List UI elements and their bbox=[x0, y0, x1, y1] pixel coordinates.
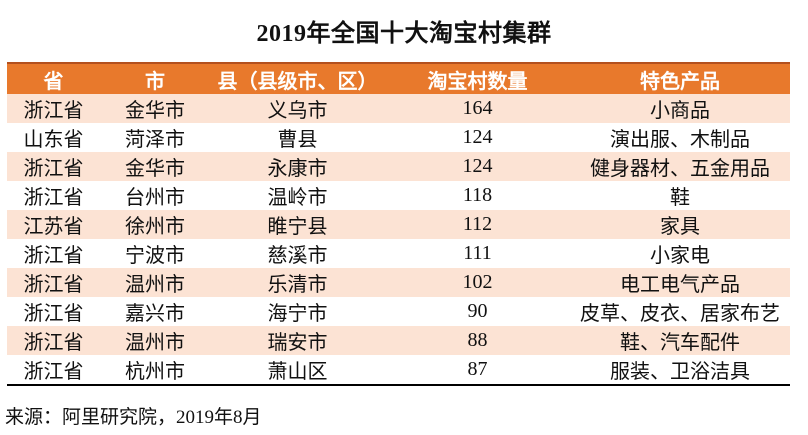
table-row: 江苏省 徐州市 睢宁县 112 家具 bbox=[7, 210, 790, 239]
table-cell: 浙江省 bbox=[23, 274, 84, 296]
table-row: 浙江省 金华市 永康市 124 健身器材、五金用品 bbox=[7, 152, 790, 181]
table-cell: 服装、卫浴洁具 bbox=[570, 355, 790, 386]
table-cell: 小商品 bbox=[650, 100, 710, 122]
table-cell: 睢宁县 bbox=[267, 216, 328, 238]
column-header-province: 省 bbox=[7, 62, 100, 94]
column-header-featured-products: 特色产品 bbox=[570, 62, 790, 94]
table-cell: 88 bbox=[467, 329, 488, 351]
table-cell: 浙江省 bbox=[23, 100, 84, 122]
table-cell: 瑞安市 bbox=[267, 332, 328, 354]
table-cell: 鞋、汽车配件 bbox=[620, 332, 740, 354]
table-row: 浙江省 杭州市 萧山区 87 服装、卫浴洁具 bbox=[7, 355, 790, 386]
table-cell: 浙江省 bbox=[7, 355, 100, 386]
page: 2019年全国十大淘宝村集群 省 市 县（县级市、区） 淘宝村数量 特色产品 浙… bbox=[0, 19, 808, 435]
table-cell: 164 bbox=[462, 97, 493, 119]
table-cell: 演出服、木制品 bbox=[610, 129, 750, 151]
table-cell: 温州市 bbox=[125, 274, 185, 296]
table-cell: 嘉兴市 bbox=[125, 303, 185, 325]
table-cell: 永康市 bbox=[267, 158, 328, 180]
table-row: 浙江省 宁波市 慈溪市 111 小家电 bbox=[7, 239, 790, 268]
column-header-county: 县（县级市、区） bbox=[210, 62, 385, 94]
table-cell: 金华市 bbox=[125, 100, 185, 122]
table-cell: 杭州市 bbox=[100, 355, 210, 386]
table-cell: 皮草、皮衣、居家布艺 bbox=[580, 303, 780, 325]
source-note: 来源：阿里研究院，2019年8月 bbox=[5, 407, 262, 428]
table-body: 浙江省 金华市 义乌市 164 小商品 山东省 菏泽市 曹县 124 演出服、木制品 浙江省 金华市永… bbox=[7, 94, 790, 386]
table-cell: 台州市 bbox=[125, 187, 185, 209]
table-cell: 徐州市 bbox=[125, 216, 185, 238]
table-cell: 家具 bbox=[660, 216, 700, 238]
table-row: 浙江省 温州市 瑞安市 88 鞋、汽车配件 bbox=[7, 326, 790, 355]
table-row: 浙江省 台州市 温岭市 118 鞋 bbox=[7, 181, 790, 210]
column-header-city: 市 bbox=[100, 62, 210, 94]
table-cell: 小家电 bbox=[650, 245, 710, 267]
page-title: 2019年全国十大淘宝村集群 bbox=[256, 21, 552, 47]
table-cell: 浙江省 bbox=[23, 245, 84, 267]
table-header: 省 市 县（县级市、区） 淘宝村数量 特色产品 bbox=[7, 62, 790, 94]
table-row: 山东省 菏泽市 曹县 124 演出服、木制品 bbox=[7, 123, 790, 152]
table-header-row: 省 市 县（县级市、区） 淘宝村数量 特色产品 bbox=[7, 62, 790, 94]
table-cell: 浙江省 bbox=[23, 303, 84, 325]
table-cell: 健身器材、五金用品 bbox=[590, 158, 770, 180]
table-row: 浙江省 金华市 义乌市 164 小商品 bbox=[7, 94, 790, 123]
table-cell: 曹县 bbox=[277, 129, 318, 151]
table-cell: 电工电气产品 bbox=[620, 274, 740, 296]
table-cell: 乐清市 bbox=[267, 274, 328, 296]
table-cell: 金华市 bbox=[125, 158, 185, 180]
table-cell: 鞋 bbox=[670, 187, 690, 209]
table-cell: 江苏省 bbox=[23, 216, 84, 238]
column-header-village-count: 淘宝村数量 bbox=[385, 62, 570, 94]
table-cell: 慈溪市 bbox=[267, 245, 328, 267]
table-cell: 111 bbox=[463, 242, 492, 264]
table-cell: 浙江省 bbox=[23, 158, 84, 180]
table-cell: 112 bbox=[462, 213, 493, 235]
table-cell: 海宁市 bbox=[267, 303, 328, 325]
table-row: 浙江省 嘉兴市 海宁市 90 皮草、皮衣、居家布艺 bbox=[7, 297, 790, 326]
table-cell: 萧山区 bbox=[210, 355, 385, 386]
table-cell: 义乌市 bbox=[267, 100, 328, 122]
table-cell: 浙江省 bbox=[23, 187, 84, 209]
table-cell: 118 bbox=[462, 184, 493, 206]
table-row: 浙江省 温州市 乐清市 102 电工电气产品 bbox=[7, 268, 790, 297]
table-cell: 90 bbox=[467, 300, 488, 322]
table-cell: 124 bbox=[462, 155, 493, 177]
taobao-village-table: 省 市 县（县级市、区） 淘宝村数量 特色产品 浙江省 金华市 义乌市 164 小商品山… bbox=[7, 62, 790, 386]
table-cell: 87 bbox=[385, 355, 570, 386]
table-cell: 宁波市 bbox=[125, 245, 185, 267]
table-cell: 菏泽市 bbox=[125, 129, 185, 151]
table-cell: 山东省 bbox=[23, 129, 84, 151]
table-cell: 温州市 bbox=[125, 332, 185, 354]
table-cell: 温岭市 bbox=[267, 187, 328, 209]
table-cell: 124 bbox=[462, 126, 493, 148]
table-cell: 浙江省 bbox=[23, 332, 84, 354]
table-cell: 102 bbox=[462, 271, 493, 293]
